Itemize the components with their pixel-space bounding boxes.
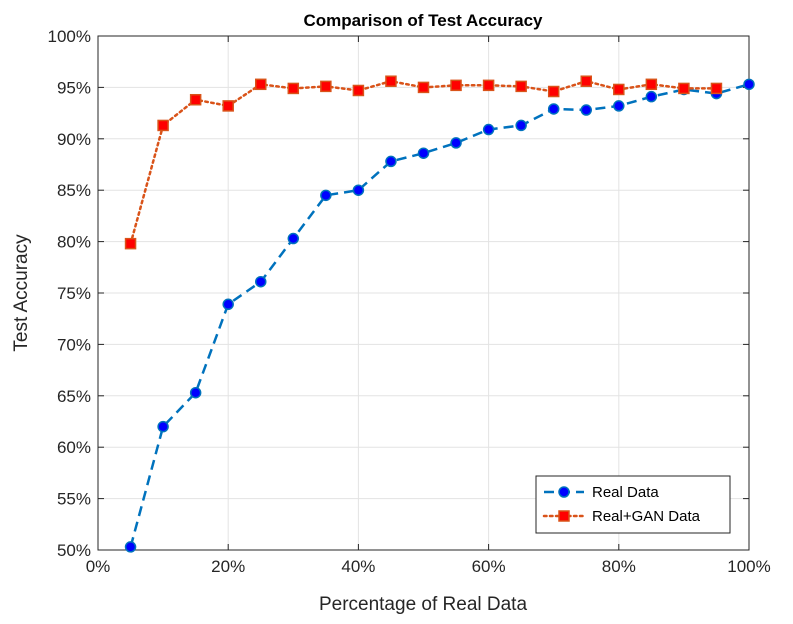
data-point-real-data	[450, 137, 462, 149]
data-point-real-gan-data	[645, 78, 658, 91]
y-axis-label: Test Accuracy	[11, 234, 32, 352]
x-axis-label: Percentage of Real Data	[319, 594, 528, 615]
series-line-real-gan-data	[129, 79, 718, 245]
legend-label-real-data: Real Data	[592, 484, 659, 501]
data-point-real-data	[222, 298, 234, 311]
data-point-real-gan-data	[157, 119, 169, 132]
x-tick-label: 80%	[602, 557, 636, 576]
data-point-real-gan-data	[417, 81, 430, 94]
data-point-real-gan-data	[189, 93, 202, 106]
data-point-real-data	[515, 119, 527, 132]
data-point-real-data	[124, 541, 137, 553]
y-tick-label: 60%	[57, 438, 91, 457]
x-tick-label: 20%	[211, 557, 245, 576]
legend: Real Data Real+GAN Data	[535, 475, 731, 534]
legend-box	[535, 475, 731, 534]
grid	[97, 35, 750, 551]
y-tick-label: 55%	[57, 490, 91, 509]
y-axis-ticks: 50% 55% 60% 65% 70% 75% 80% 85% 90% 95% 100%	[48, 27, 749, 560]
legend-marker-real-gan-data	[558, 510, 570, 522]
x-tick-label: 40%	[341, 557, 375, 576]
data-point-real-gan-data	[320, 80, 332, 93]
data-point-real-gan-data	[547, 85, 560, 98]
x-tick-label: 0%	[86, 557, 111, 576]
data-point-real-gan-data	[613, 83, 625, 96]
chart-title: Comparison of Test Accuracy	[303, 11, 543, 30]
data-point-real-data	[352, 184, 365, 196]
y-tick-label: 95%	[57, 78, 91, 97]
series-layer	[124, 75, 755, 553]
data-point-real-gan-data	[580, 75, 592, 87]
data-point-real-gan-data	[515, 80, 527, 93]
data-point-real-gan-data	[385, 75, 397, 87]
y-tick-label: 80%	[57, 233, 91, 252]
data-point-real-gan-data	[450, 79, 462, 92]
legend-label-real-gan-data: Real+GAN Data	[592, 508, 701, 525]
data-point-real-data	[482, 123, 495, 136]
x-tick-label: 60%	[472, 557, 506, 576]
data-point-real-gan-data	[287, 82, 300, 95]
data-point-real-data	[417, 147, 430, 159]
data-point-real-data	[645, 90, 658, 103]
data-point-real-data	[547, 103, 560, 115]
y-tick-label: 65%	[57, 387, 91, 406]
data-point-real-data	[743, 78, 755, 91]
data-point-real-data	[189, 386, 202, 399]
data-point-real-gan-data	[710, 82, 723, 95]
data-point-real-gan-data	[222, 100, 234, 112]
y-tick-label: 70%	[57, 335, 91, 354]
data-point-real-gan-data	[255, 78, 267, 91]
data-point-real-gan-data	[482, 79, 495, 92]
data-point-real-data	[287, 232, 300, 245]
data-point-real-gan-data	[678, 82, 690, 95]
data-point-real-data	[320, 189, 332, 202]
y-tick-label: 90%	[57, 130, 91, 149]
data-point-real-data	[255, 275, 267, 288]
legend-marker-real-data	[558, 486, 570, 498]
data-point-real-data	[580, 104, 592, 116]
y-tick-label: 50%	[57, 541, 91, 560]
y-tick-label: 85%	[57, 181, 91, 200]
data-point-real-data	[157, 420, 169, 433]
data-point-real-gan-data	[352, 84, 365, 97]
y-tick-label: 75%	[57, 284, 91, 303]
data-point-real-data	[385, 155, 397, 168]
x-axis-ticks: 0% 20% 40% 60% 80% 100%	[86, 36, 771, 576]
data-point-real-data	[613, 100, 625, 112]
data-point-real-gan-data	[124, 237, 137, 250]
x-tick-label: 100%	[727, 557, 770, 576]
y-tick-label: 100%	[48, 27, 91, 46]
